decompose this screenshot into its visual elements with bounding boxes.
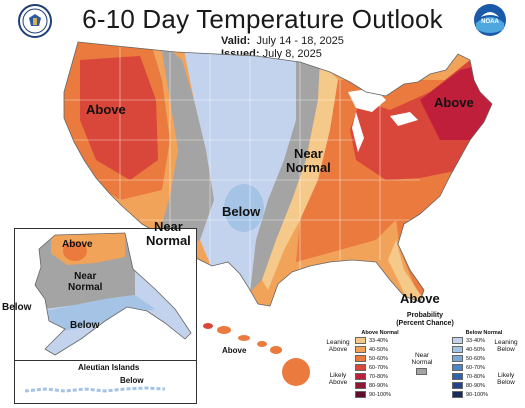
label-above-northeast: Above — [434, 95, 474, 110]
legend-below-swatch-2 — [452, 346, 463, 353]
legend-below-bin-1: 33-40% — [466, 338, 485, 344]
valid-label: Valid: — [221, 35, 251, 47]
leaning-above-line2: Above — [328, 346, 348, 353]
legend-below-swatch-7 — [452, 391, 463, 398]
legend-leaning-below: Leaning Below — [491, 339, 521, 353]
valid-value: July 14 - 18, 2025 — [256, 35, 344, 47]
legend-above-swatch-6 — [355, 382, 366, 389]
legend-above-bin-4: 60-70% — [369, 365, 388, 371]
legend-below-bin-4: 60-70% — [466, 365, 485, 371]
probability-legend: Probability (Percent Chance) Above Norma… — [325, 312, 523, 404]
legend-below-bin-5: 70-80% — [466, 374, 485, 380]
likely-below-line2: Below — [497, 379, 515, 386]
alaska-near-line2: Normal — [68, 282, 103, 293]
noaa-logo-icon: NOAA — [474, 4, 506, 36]
legend-below-bin-7: 90-100% — [466, 392, 489, 398]
likely-above-line1: Likely — [329, 372, 347, 379]
near-normal-west-line1: Near — [153, 219, 183, 234]
legend-title-line2: (Percent Chance) — [396, 320, 454, 327]
alaska-map — [34, 232, 192, 356]
legend-near-line2: Normal — [411, 359, 433, 366]
label-aleutian-title: Aleutian Islands — [78, 363, 140, 372]
near-normal-central-line1: Near — [293, 146, 323, 161]
label-above-west: Above — [86, 102, 126, 117]
alaska-inset — [14, 228, 197, 361]
legend-above-swatch-1 — [355, 337, 366, 344]
label-above-southeast: Above — [400, 291, 440, 306]
legend-below-swatch-1 — [452, 337, 463, 344]
legend-near-line1: Near — [414, 352, 430, 359]
legend-above-bin-3: 50-60% — [369, 356, 388, 362]
leaning-below-line1: Leaning — [494, 339, 518, 346]
legend-above-header: Above Normal — [361, 330, 399, 336]
legend-near-label: Near Normal — [405, 352, 439, 366]
alaska-near-line1: Near — [74, 271, 97, 282]
leaning-below-line2: Below — [497, 346, 515, 353]
dates-block: Valid: July 14 - 18, 2025 Issued: July 8… — [221, 35, 344, 61]
legend-below-bin-3: 50-60% — [466, 356, 485, 362]
label-alaska-near-normal: Near Normal — [68, 271, 102, 293]
issued-value: July 8, 2025 — [262, 48, 322, 60]
label-near-normal-west: Near Normal — [146, 220, 191, 248]
legend-above-swatch-4 — [355, 364, 366, 371]
likely-below-line1: Likely — [497, 372, 515, 379]
legend-above-bin-1: 33-40% — [369, 338, 388, 344]
hawaii-islands — [203, 323, 310, 386]
near-normal-west-line2: Normal — [146, 233, 191, 248]
legend-below-swatch-4 — [452, 364, 463, 371]
legend-below-swatch-6 — [452, 382, 463, 389]
legend-below-bin-6: 80-90% — [466, 383, 485, 389]
legend-near-swatch — [416, 368, 427, 375]
legend-above-bin-2: 40-50% — [369, 347, 388, 353]
label-alaska-below: Below — [70, 320, 100, 331]
label-hawaii-above: Above — [222, 346, 247, 355]
legend-title-line1: Probability — [406, 312, 444, 319]
state-borders — [64, 42, 420, 300]
label-near-normal-central: Near Normal — [286, 147, 331, 175]
legend-above-swatch-5 — [355, 373, 366, 380]
legend-below-header: Below Normal — [465, 330, 503, 336]
legend-likely-below: Likely Below — [491, 372, 521, 386]
legend-above-bin-6: 80-90% — [369, 383, 388, 389]
legend-above-swatch-3 — [355, 355, 366, 362]
legend-below-swatch-3 — [452, 355, 463, 362]
legend-above-bin-7: 90-100% — [369, 392, 392, 398]
label-alaska-below-outside: Below — [2, 302, 32, 313]
legend-below-swatch-5 — [452, 373, 463, 380]
legend-title: Probability (Percent Chance) — [385, 312, 465, 328]
likely-above-line2: Above — [328, 379, 348, 386]
label-alaska-above: Above — [62, 239, 93, 250]
aleutian-inset — [14, 360, 197, 404]
label-aleutian-below: Below — [120, 376, 144, 385]
label-below-central: Below — [222, 204, 261, 219]
map-title: 6-10 Day Temperature Outlook — [82, 4, 443, 34]
leaning-above-line1: Leaning — [326, 339, 350, 346]
commerce-seal-icon — [18, 4, 52, 38]
legend-above-swatch-7 — [355, 391, 366, 398]
noaa-text: NOAA — [481, 19, 499, 25]
legend-above-bin-5: 70-80% — [369, 374, 388, 380]
legend-likely-above: Likely Above — [325, 372, 351, 386]
legend-leaning-above: Leaning Above — [325, 339, 351, 353]
legend-below-bin-2: 40-50% — [466, 347, 485, 353]
near-normal-central-line2: Normal — [286, 160, 331, 175]
aleutian-map — [24, 386, 166, 393]
legend-above-swatch-2 — [355, 346, 366, 353]
